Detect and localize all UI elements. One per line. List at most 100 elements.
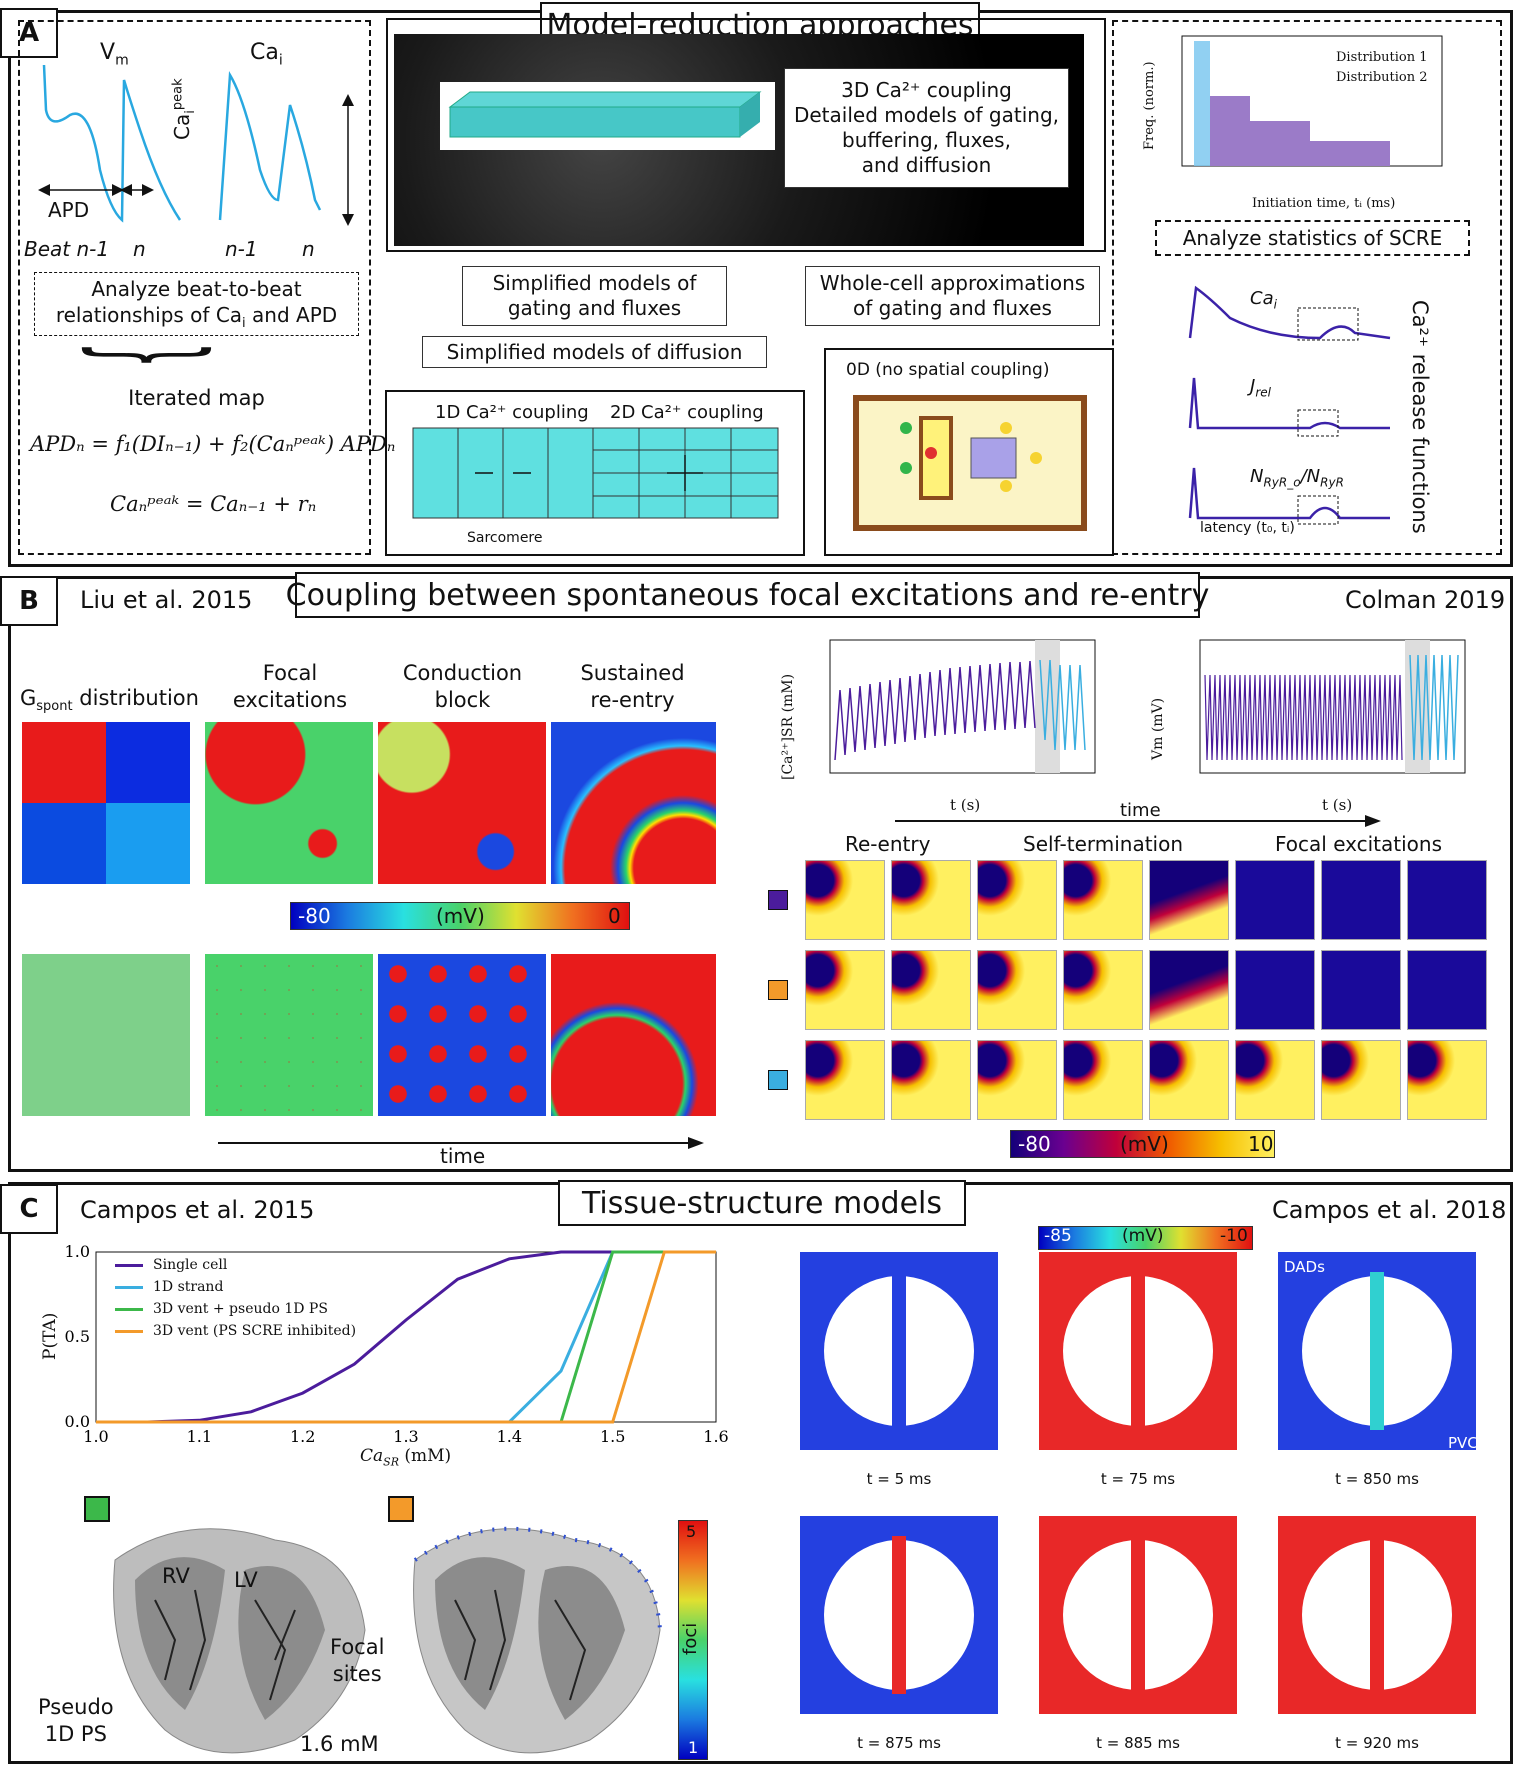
- tissue-strand: [1131, 1536, 1145, 1694]
- snapshot-cell: [977, 1040, 1057, 1120]
- pta-chart: 1.0 1.1 1.2 1.3 1.4 1.5 1.6 0.0 0.5 1.0: [65, 1242, 729, 1446]
- focal-map-bottom: [205, 954, 373, 1116]
- y-tick-label: 1.0: [65, 1242, 90, 1261]
- focal-header: Focal excitations: [232, 661, 348, 713]
- row-marker-orange: [768, 980, 788, 1000]
- iterated-map: Iterated map: [128, 386, 265, 410]
- lv-label: LV: [234, 1568, 258, 1592]
- tissue-snapshot: [800, 1252, 998, 1450]
- snapshot-cell: [1149, 1040, 1229, 1120]
- rv-label: RV: [162, 1564, 190, 1588]
- foci-max: 5: [686, 1522, 697, 1541]
- pta-xlabel: CaSR (mM): [360, 1446, 452, 1469]
- sarcomere-label: Sarcomere: [467, 530, 543, 546]
- beat-n: n: [133, 237, 146, 261]
- coupling-1d-2d-frame: [385, 390, 805, 556]
- snapshot-cell: [891, 950, 971, 1030]
- x-tick-label: 1.0: [83, 1427, 108, 1446]
- mv-colorbar-2: [1010, 1130, 1275, 1158]
- tissue-snapshot: [1039, 1252, 1237, 1450]
- snapshot-cell: [1063, 1040, 1143, 1120]
- mv-colorbar-3: [1038, 1226, 1253, 1250]
- snapshot-cell: [1063, 860, 1143, 940]
- snapshot-cell: [1321, 950, 1401, 1030]
- panel-a-left-region: [18, 20, 371, 555]
- tissue-time: t = 75 ms: [1100, 1470, 1176, 1488]
- tissue-strand: [1370, 1536, 1384, 1694]
- brace-left: {: [62, 342, 224, 368]
- release-cai: Cai: [1250, 288, 1277, 312]
- campos-2018: Campos et al. 2018: [1272, 1196, 1507, 1224]
- gspont-map-bottom: [22, 954, 190, 1116]
- mv-colorbar-2-unit: (mV): [1120, 1132, 1169, 1156]
- heart-model-left: [113, 1528, 366, 1754]
- x-tick-label: 1.4: [497, 1427, 522, 1446]
- reentry-map-top: [551, 722, 716, 884]
- snapshot-cell: [1321, 1040, 1401, 1120]
- release-nryr: NRyR_o/NRyR: [1250, 466, 1344, 490]
- snapshot-cell: [977, 950, 1057, 1030]
- mv-colorbar-3-min: -85: [1044, 1226, 1072, 1246]
- snapshot-cell: [1407, 1040, 1487, 1120]
- hist-ylabel: Freq. (norm.): [1142, 61, 1157, 150]
- sustained-header: Sustained re-entry: [580, 661, 685, 713]
- legend-entry: Single cell: [115, 1254, 356, 1276]
- heart-model-right: [413, 1526, 662, 1754]
- reentry-header: Re-entry: [845, 832, 931, 856]
- snapshot-cell: [805, 950, 885, 1030]
- legend-label: Single cell: [153, 1257, 228, 1273]
- snapshot-cell: [805, 1040, 885, 1120]
- mv-colorbar-3-unit: (mV): [1122, 1226, 1164, 1246]
- selfterm-header: Self-termination: [1023, 832, 1184, 856]
- foci-min: 1: [688, 1738, 699, 1757]
- pvc-label: PVC: [1448, 1434, 1478, 1452]
- scre-histogram: [1181, 35, 1443, 167]
- mv-colorbar-min: -80: [298, 904, 331, 928]
- snapshot-cell: [891, 1040, 971, 1120]
- vm-ylabel: Vm (mV): [1150, 697, 1166, 760]
- panel-b-title: Coupling between spontaneous focal excit…: [286, 572, 1209, 618]
- legend-label: 3D vent + pseudo 1D PS: [153, 1301, 328, 1317]
- model-3d-text: 3D Ca²⁺ coupling Detailed models of gatin…: [784, 68, 1069, 188]
- time-arrow-colman: [895, 815, 1381, 827]
- tissue-time: t = 850 ms: [1335, 1470, 1419, 1488]
- mv-colorbar-2-min: -80: [1018, 1132, 1051, 1156]
- center-frame: [386, 18, 1106, 252]
- legend-entry: 3D vent + pseudo 1D PS: [115, 1298, 356, 1320]
- block-map-top: [378, 722, 546, 884]
- gspont-map-top: [22, 722, 190, 884]
- tissue-time: t = 920 ms: [1335, 1734, 1419, 1752]
- cai-beat-n: n: [302, 237, 315, 261]
- legend-swatch: [115, 1329, 143, 1333]
- legend-dist2: Distribution 2: [1336, 70, 1428, 85]
- gspont-label: Gspont distribution: [20, 686, 199, 715]
- casr-ylabel: [Ca²⁺]SR (mM): [780, 673, 796, 780]
- release-side-label: Ca²⁺ release functions: [1408, 300, 1432, 534]
- mv-colorbar: [290, 902, 630, 930]
- snapshot-cell: [1149, 950, 1229, 1030]
- legend-label: 3D vent (PS SCRE inhibited): [153, 1323, 357, 1339]
- focal-map-top: [205, 722, 373, 884]
- panel-a-right-region: [1112, 20, 1502, 555]
- foci-colorbar: [678, 1520, 708, 1760]
- y-tick-label: 0.0: [65, 1412, 90, 1431]
- campos-2015: Campos et al. 2015: [80, 1196, 315, 1224]
- tissue-snapshot: [800, 1516, 998, 1714]
- tissue-snapshot: [1278, 1252, 1476, 1450]
- xlabel-plot2: t (s): [1322, 796, 1353, 814]
- snapshot-cell: [1235, 950, 1315, 1030]
- mv-colorbar-unit: (mV): [436, 904, 485, 928]
- apd-label: APD: [48, 198, 90, 222]
- time-label-colman: time: [1120, 800, 1161, 821]
- row-marker-purple: [768, 890, 788, 910]
- liu-citation: Liu et al. 2015: [80, 586, 253, 614]
- coupling-grid: [412, 427, 779, 519]
- panel-c-title: Tissue-structure models: [558, 1180, 966, 1226]
- time-arrow-b: [218, 1137, 704, 1149]
- tissue-snapshot: [1278, 1516, 1476, 1714]
- snapshot-cell: [1063, 950, 1143, 1030]
- cai-beat-n1: n-1: [225, 237, 258, 261]
- pseudo-ps-label: Pseudo 1D PS: [38, 1695, 114, 1747]
- dads-label: DADs: [1284, 1258, 1325, 1276]
- model-0d-label: 0D (no spatial coupling): [846, 360, 1050, 380]
